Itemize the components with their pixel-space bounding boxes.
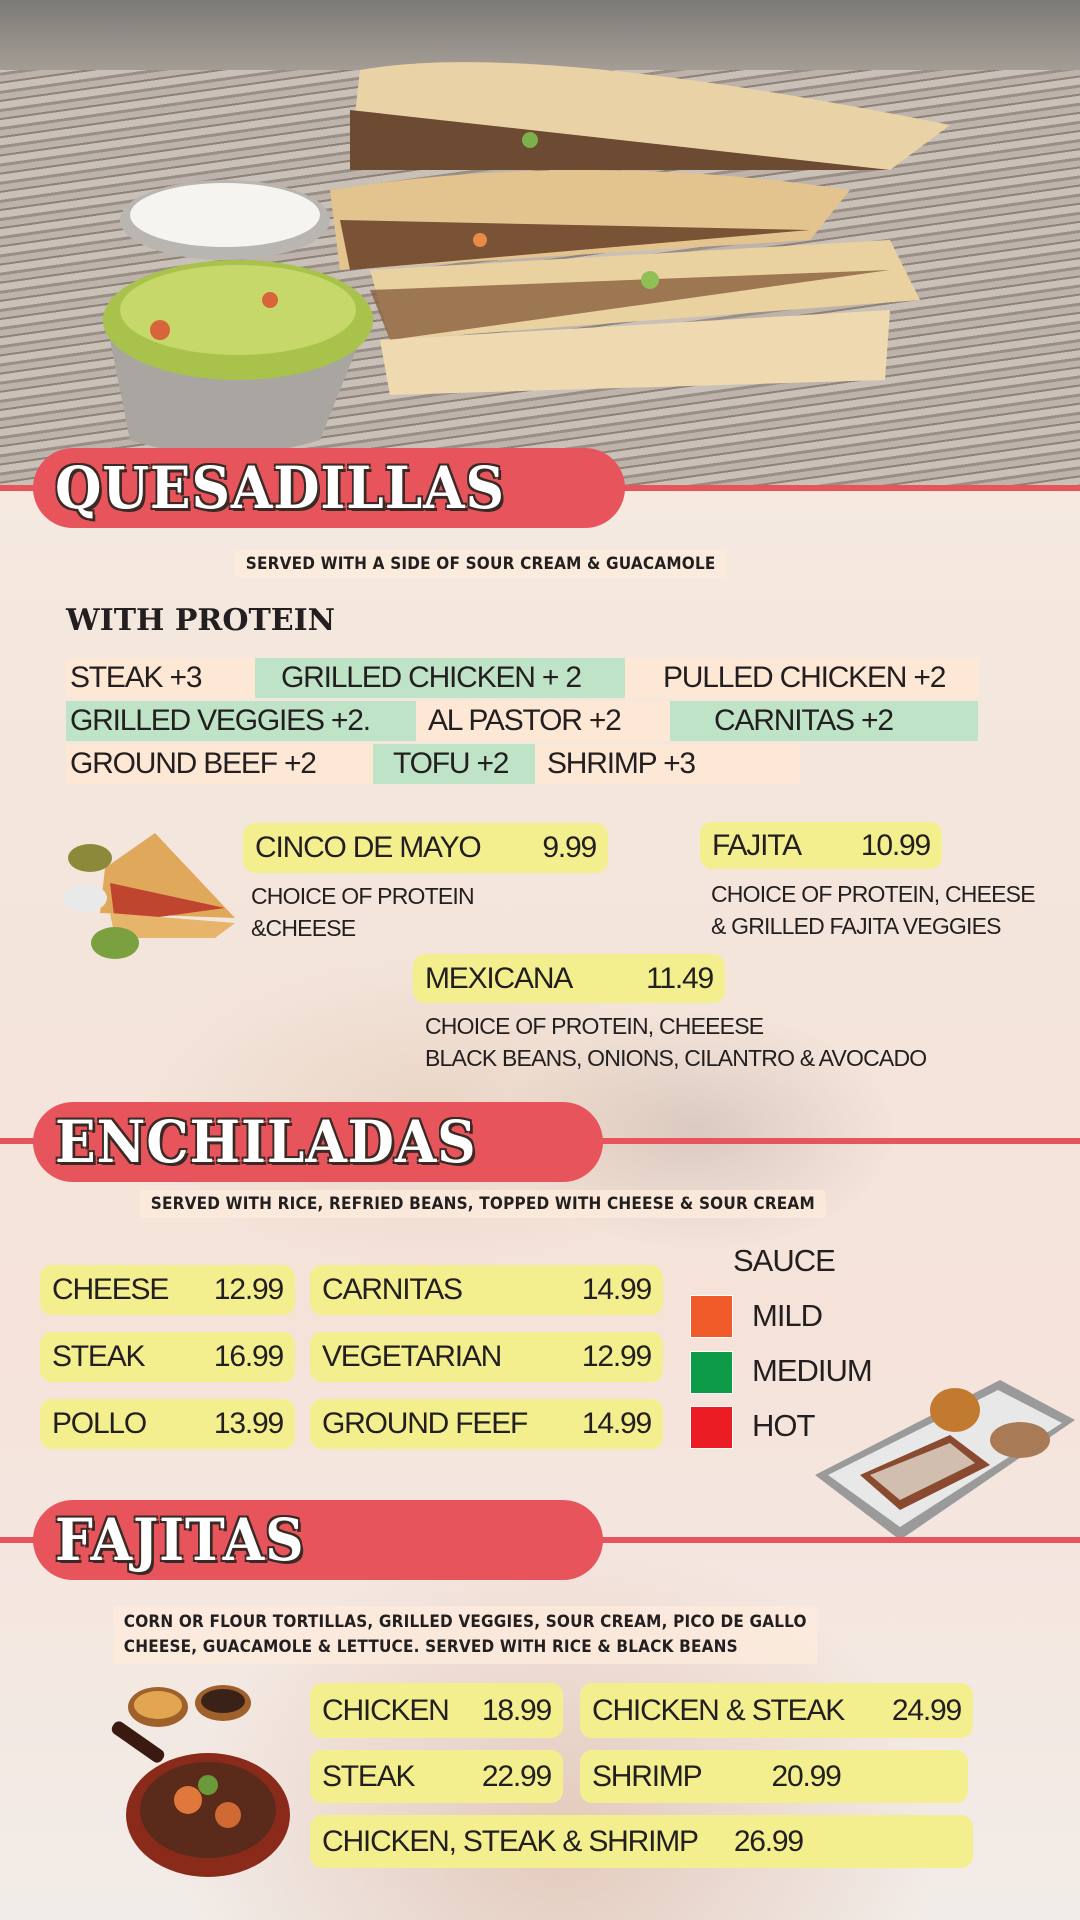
desc-line: & GRILLED FAJITA VEGGIES <box>711 913 1002 939</box>
item-name: CHICKEN <box>322 1693 450 1727</box>
item-name: STEAK <box>52 1340 146 1373</box>
menu-item: STEAK 22.99 <box>310 1750 563 1803</box>
item-price: 24.99 <box>891 1693 962 1727</box>
menu-item: CHEESE 12.99 <box>40 1265 295 1315</box>
enchiladas-subtitle: SERVED WITH RICE, REFRIED BEANS, TOPPED … <box>140 1190 826 1218</box>
item-name: VEGETARIAN <box>322 1340 502 1373</box>
section-title: QUESADILLAS <box>55 454 505 522</box>
fajitas-subtitle: CORN OR FLOUR TORTILLAS, GRILLED VEGGIES… <box>113 1606 818 1664</box>
quesadillas-subtitle: SERVED WITH A SIDE OF SOUR CREAM & GUACA… <box>235 550 727 578</box>
item-name: CINCO DE MAYO <box>255 831 482 864</box>
protein-option: PULLED CHICKEN +2 <box>625 658 978 698</box>
sauce-label: HOT <box>752 1408 815 1443</box>
fajitas-banner: FAJITAS <box>33 1500 603 1580</box>
menu-item-mexicana: MEXICANA 11.49 <box>413 954 725 1003</box>
protein-option: SHRIMP +3 <box>535 744 800 784</box>
menu-item: STEAK 16.99 <box>40 1332 295 1382</box>
desc-line: CHOICE OF PROTEIN, CHEEESE <box>425 1013 764 1039</box>
mild-color-swatch <box>690 1295 733 1338</box>
menu-item: GROUND FEEF 14.99 <box>310 1399 663 1449</box>
subtitle-line: CORN OR FLOUR TORTILLAS, GRILLED VEGGIES… <box>123 1612 807 1632</box>
item-price: 18.99 <box>481 1693 552 1727</box>
menu-item: CHICKEN & STEAK 24.99 <box>580 1683 973 1738</box>
item-price: 14.99 <box>581 1273 652 1306</box>
enchiladas-banner: ENCHILADAS <box>33 1102 603 1182</box>
item-price: 13.99 <box>213 1407 284 1440</box>
item-price: 10.99 <box>860 828 931 862</box>
item-name: CHEESE <box>52 1273 169 1306</box>
desc-line: CHOICE OF PROTEIN <box>251 883 475 909</box>
quesadilla-plate-thumbnail <box>63 833 235 959</box>
item-price: 26.99 <box>733 1824 804 1858</box>
desc-line: CHOICE OF PROTEIN, CHEESE <box>711 881 1036 907</box>
menu-item: SHRIMP 20.99 <box>580 1750 968 1803</box>
item-price: 9.99 <box>542 831 597 864</box>
medium-color-swatch <box>690 1351 733 1394</box>
hot-color-swatch <box>690 1406 733 1449</box>
fajita-skillet-image <box>111 1685 290 1877</box>
section-title: FAJITAS <box>55 1506 305 1574</box>
quesadilla-stack-image <box>330 62 950 395</box>
quesadillas-banner: QUESADILLAS <box>33 448 625 528</box>
item-name: STEAK <box>322 1759 416 1793</box>
protein-option: GROUND BEEF +2 <box>66 744 373 784</box>
sauce-label: MEDIUM <box>752 1353 873 1388</box>
protein-option: GRILLED CHICKEN + 2 <box>255 658 625 698</box>
hero-photo-background <box>0 0 1080 70</box>
item-name: POLLO <box>52 1407 147 1440</box>
subtitle-line: CHEESE, GUACAMOLE & LETTUCE. SERVED WITH… <box>123 1637 738 1657</box>
item-name: FAJITA <box>712 828 802 862</box>
protein-option: STEAK +3 <box>66 658 255 698</box>
desc-line: &CHEESE <box>251 915 356 941</box>
protein-option: TOFU +2 <box>373 744 535 784</box>
item-price: 20.99 <box>771 1759 841 1793</box>
item-price: 22.99 <box>481 1759 552 1793</box>
protein-heading: WITH PROTEIN <box>66 603 336 638</box>
protein-option: GRILLED VEGGIES +2. <box>66 701 416 741</box>
item-description: CHOICE OF PROTEIN &CHEESE <box>251 880 475 944</box>
protein-option: AL PASTOR +2 <box>416 701 670 741</box>
item-description: CHOICE OF PROTEIN, CHEEESE BLACK BEANS, O… <box>425 1010 927 1074</box>
desc-line: BLACK BEANS, ONIONS, CILANTRO & AVOCADO <box>425 1045 927 1071</box>
protein-option: CARNITAS +2 <box>670 701 978 741</box>
item-price: 12.99 <box>213 1273 284 1306</box>
menu-item: CHICKEN 18.99 <box>310 1683 563 1738</box>
item-name: CARNITAS <box>322 1273 463 1306</box>
item-description: CHOICE OF PROTEIN, CHEESE & GRILLED FAJIT… <box>711 878 1036 942</box>
sauce-heading: SAUCE <box>733 1243 836 1278</box>
menu-item: CHICKEN, STEAK & SHRIMP 26.99 <box>310 1815 973 1868</box>
sour-cream-guacamole-cups-image <box>103 180 373 455</box>
menu-item-fajita: FAJITA 10.99 <box>700 822 942 869</box>
item-name: CHICKEN & STEAK <box>592 1693 845 1727</box>
menu-item-cinco-de-mayo: CINCO DE MAYO 9.99 <box>243 823 608 873</box>
section-title: ENCHILADAS <box>55 1108 477 1176</box>
item-name: SHRIMP <box>592 1759 703 1793</box>
item-price: 16.99 <box>213 1340 284 1373</box>
item-name: MEXICANA <box>425 961 573 995</box>
menu-item: VEGETARIAN 12.99 <box>310 1332 663 1382</box>
item-name: GROUND FEEF <box>322 1407 528 1440</box>
sauce-label: MILD <box>752 1298 823 1333</box>
item-name: CHICKEN, STEAK & SHRIMP <box>322 1824 699 1858</box>
item-price: 11.49 <box>646 961 714 995</box>
enchilada-tray-image <box>815 1380 1075 1540</box>
menu-item: CARNITAS 14.99 <box>310 1265 663 1315</box>
item-price: 12.99 <box>581 1340 652 1373</box>
menu-item: POLLO 13.99 <box>40 1399 295 1449</box>
item-price: 14.99 <box>581 1407 652 1440</box>
